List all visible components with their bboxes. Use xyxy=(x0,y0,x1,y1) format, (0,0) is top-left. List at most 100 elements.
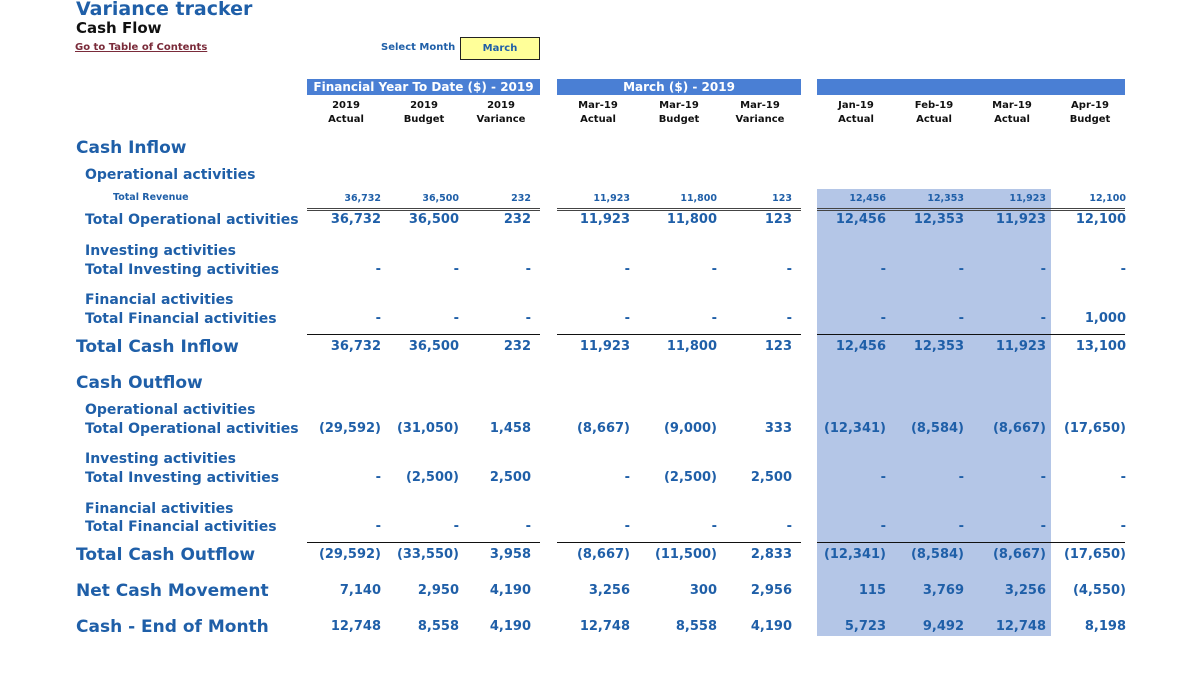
monthly-rule-inflow xyxy=(817,334,1125,335)
table-of-contents-link[interactable]: Go to Table of Contents xyxy=(75,42,208,53)
column-header-line2: Actual xyxy=(328,114,364,125)
table-cell: - xyxy=(711,519,717,534)
total-operational-in-row: 36,732 36,500 232 11,923 11,800 123 12,456 12,3… xyxy=(0,212,1200,232)
table-cell: - xyxy=(1120,470,1126,485)
table-cell: 12,353 xyxy=(913,212,964,227)
table-cell: 12,353 xyxy=(913,339,964,354)
month-rule-revenue xyxy=(557,208,801,211)
table-cell: - xyxy=(958,470,964,485)
table-cell: 7,140 xyxy=(339,583,381,598)
table-cell: (12,341) xyxy=(823,547,886,562)
table-cell: 123 xyxy=(772,193,792,204)
column-header-line2: Budget xyxy=(658,114,700,125)
table-cell: 11,923 xyxy=(1009,193,1046,204)
table-cell: 36,500 xyxy=(408,212,459,227)
investing-activities-in-heading: Investing activities xyxy=(85,243,236,259)
table-cell: 36,732 xyxy=(330,339,381,354)
monthly-rule-outflow xyxy=(817,542,1125,543)
total-cash-inflow-row: 36,732 36,500 232 11,923 11,800 123 12,456 12,3… xyxy=(0,339,1200,359)
cash-end-of-month-row: 12,748 8,558 4,190 12,748 8,558 4,190 5,723 9,4… xyxy=(0,619,1200,639)
table-cell: (8,667) xyxy=(992,547,1046,562)
table-cell: (8,667) xyxy=(576,547,630,562)
column-header: Mar-19 Actual xyxy=(558,99,638,127)
column-header-line2: Budget xyxy=(403,114,445,125)
cash-inflow-heading: Cash Inflow xyxy=(76,138,187,158)
table-cell: 12,456 xyxy=(835,212,886,227)
column-header-line1: 2019 xyxy=(410,100,438,111)
table-cell: 36,500 xyxy=(422,193,459,204)
table-cell: - xyxy=(786,519,792,534)
monthly-banner xyxy=(817,79,1125,95)
total-operational-out-row: (29,592) (31,050) 1,458 (8,667) (9,000) 333 (1… xyxy=(0,421,1200,441)
column-header-line2: Actual xyxy=(994,114,1030,125)
table-cell: (8,667) xyxy=(992,421,1046,436)
table-cell: 8,558 xyxy=(417,619,459,634)
table-cell: 1,000 xyxy=(1084,311,1126,326)
table-cell: 11,800 xyxy=(666,212,717,227)
month-rule-outflow xyxy=(557,542,801,543)
table-cell: 36,500 xyxy=(408,339,459,354)
table-cell: - xyxy=(711,311,717,326)
column-header: 2019 Variance xyxy=(461,99,541,127)
table-cell: - xyxy=(958,311,964,326)
column-header: Mar-19 Variance xyxy=(720,99,800,127)
total-cash-outflow-row: (29,592) (33,550) 3,958 (8,667) (11,500) 2,83… xyxy=(0,547,1200,567)
table-cell: - xyxy=(786,262,792,277)
total-cash-outflow-label: Total Cash Outflow xyxy=(76,545,256,565)
table-cell: 11,800 xyxy=(666,339,717,354)
table-cell: 12,748 xyxy=(579,619,630,634)
table-cell: 13,100 xyxy=(1075,339,1126,354)
table-cell: 115 xyxy=(858,583,886,598)
column-header: 2019 Budget xyxy=(384,99,464,127)
table-cell: - xyxy=(624,262,630,277)
table-cell: - xyxy=(624,311,630,326)
column-header-line2: Actual xyxy=(580,114,616,125)
table-cell: - xyxy=(880,311,886,326)
table-cell: 232 xyxy=(503,212,531,227)
total-financial-out-label: Total Financial activities xyxy=(85,519,277,535)
column-header-line1: 2019 xyxy=(487,100,515,111)
operational-activities-in-heading: Operational activities xyxy=(85,167,256,183)
table-cell: 123 xyxy=(764,339,792,354)
table-cell: - xyxy=(786,311,792,326)
select-month-label: Select Month xyxy=(381,42,456,53)
table-cell: 4,190 xyxy=(489,619,531,634)
table-cell: (29,592) xyxy=(318,547,381,562)
table-cell: (11,500) xyxy=(654,547,717,562)
cash-end-of-month-label: Cash - End of Month xyxy=(76,617,269,637)
column-header-line1: Feb-19 xyxy=(914,100,954,111)
table-cell: 11,923 xyxy=(579,339,630,354)
table-cell: - xyxy=(624,470,630,485)
column-header-line1: Mar-19 xyxy=(992,100,1032,111)
table-cell: 8,198 xyxy=(1084,619,1126,634)
financial-activities-out-heading: Financial activities xyxy=(85,501,234,517)
column-header-line1: Mar-19 xyxy=(578,100,618,111)
table-cell: - xyxy=(375,519,381,534)
column-header-line2: Variance xyxy=(735,114,785,125)
table-cell: (9,000) xyxy=(663,421,717,436)
page-title: Variance tracker xyxy=(76,0,253,20)
investing-activities-out-heading: Investing activities xyxy=(85,451,236,467)
table-cell: (8,584) xyxy=(910,421,964,436)
table-cell: (8,584) xyxy=(910,547,964,562)
ytd-banner: Financial Year To Date ($) - 2019 xyxy=(307,79,540,95)
column-header-line1: Mar-19 xyxy=(659,100,699,111)
table-cell: - xyxy=(453,262,459,277)
select-month-dropdown[interactable]: March xyxy=(460,37,540,60)
table-cell: (17,650) xyxy=(1063,547,1126,562)
table-cell: 232 xyxy=(503,339,531,354)
monthly-rule-revenue xyxy=(817,208,1125,211)
table-cell: 2,833 xyxy=(750,547,792,562)
table-cell: (12,341) xyxy=(823,421,886,436)
column-header: Apr-19 Budget xyxy=(1050,99,1130,127)
ytd-rule-outflow xyxy=(307,542,540,543)
table-cell: (8,667) xyxy=(576,421,630,436)
column-header: 2019 Actual xyxy=(306,99,386,127)
table-cell: - xyxy=(1040,262,1046,277)
table-cell: 11,923 xyxy=(995,212,1046,227)
table-cell: 8,558 xyxy=(675,619,717,634)
operational-activities-out-heading: Operational activities xyxy=(85,402,256,418)
table-cell: 12,100 xyxy=(1089,193,1126,204)
table-cell: (2,500) xyxy=(405,470,459,485)
table-cell: 3,769 xyxy=(922,583,964,598)
